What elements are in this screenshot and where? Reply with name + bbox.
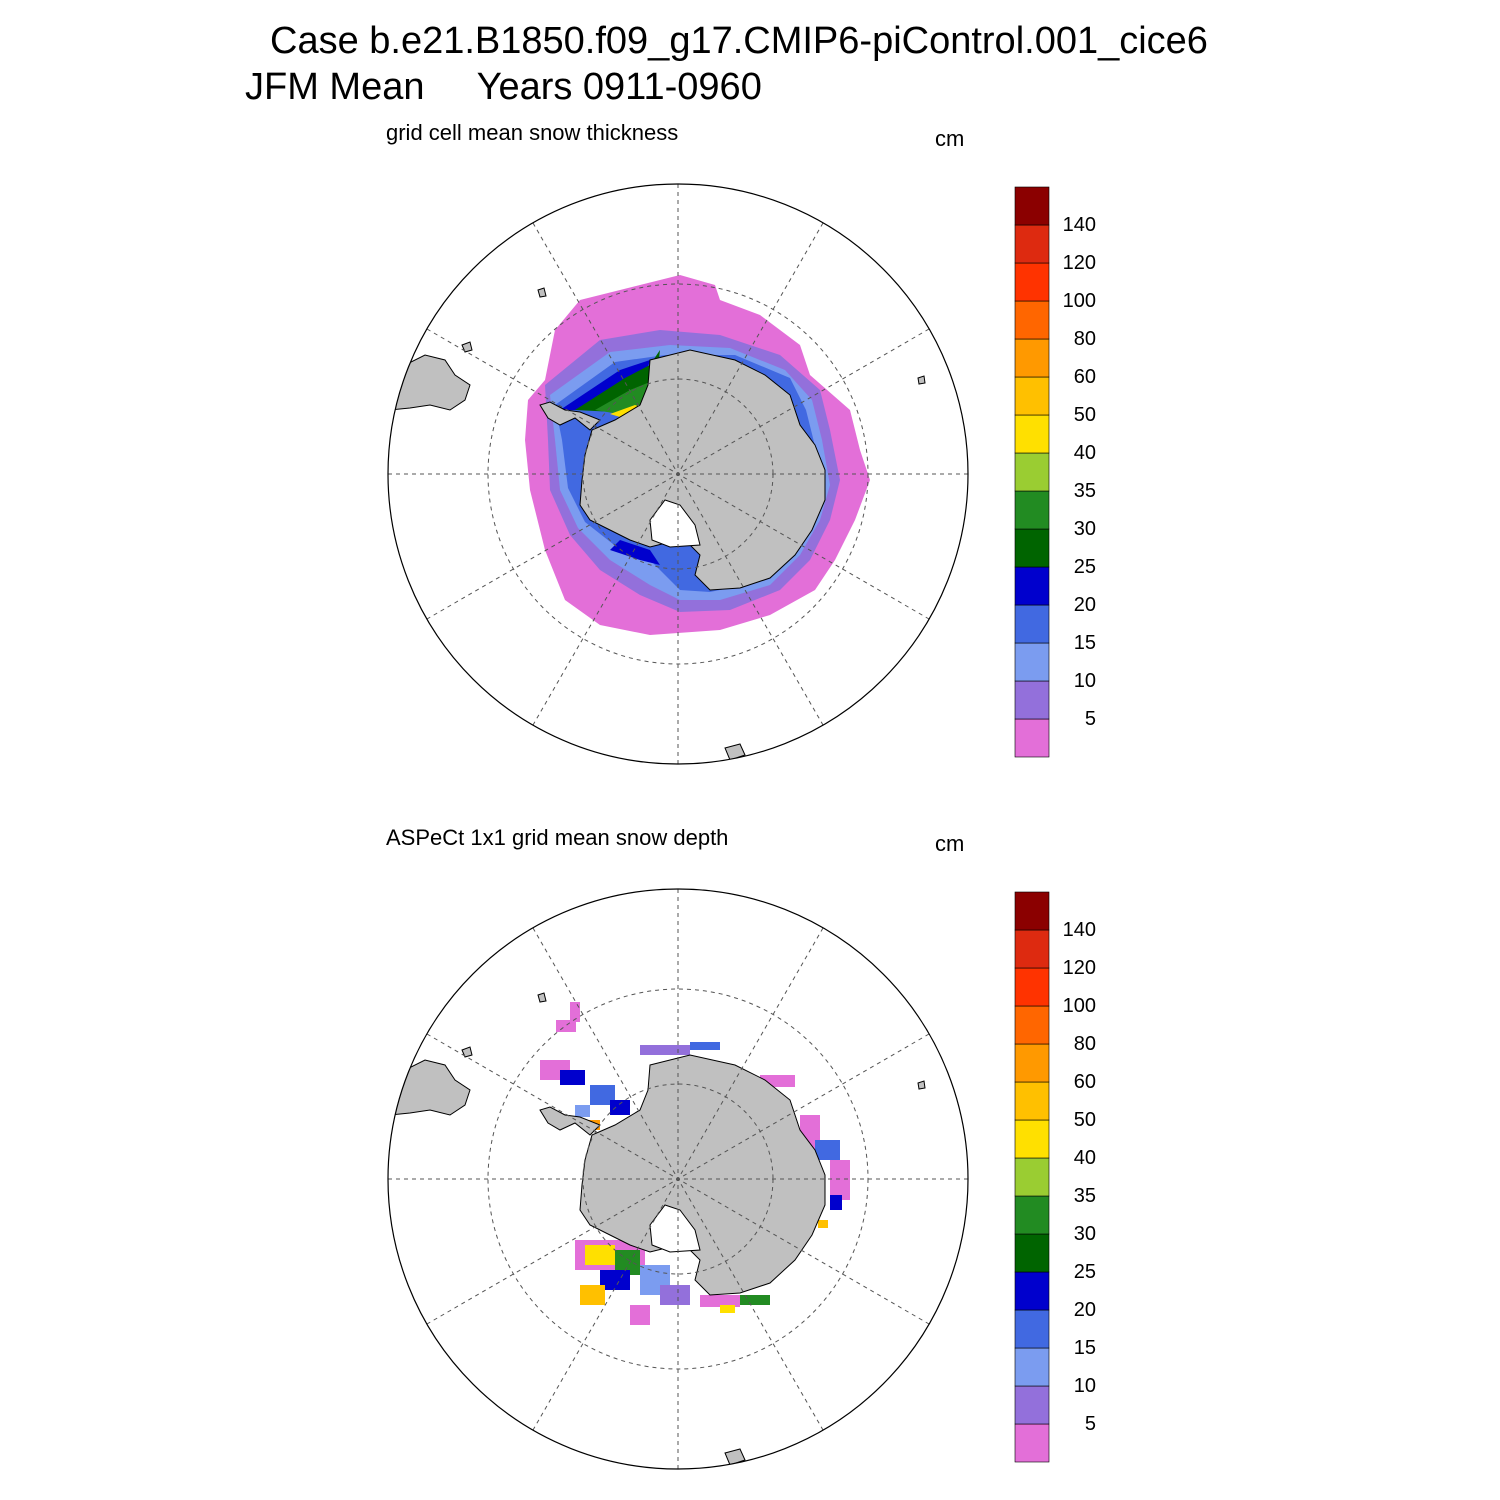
colorbar-swatch — [1014, 1385, 1050, 1425]
top-ross-ice-shelf — [649, 499, 701, 548]
bottom-south-america — [388, 1059, 471, 1116]
colorbar-swatch — [1014, 680, 1050, 720]
colorbar-swatch — [1014, 967, 1050, 1007]
bottom-ross-ice-shelf — [649, 1204, 701, 1253]
figure-title-period: JFM Mean Years 0911-0960 — [245, 66, 762, 108]
colorbar-tick-label: 100 — [1062, 290, 1096, 312]
colorbar-tick-label: 80 — [1073, 1033, 1096, 1055]
colorbar-swatch — [1014, 376, 1050, 416]
colorbar-swatch — [1014, 1081, 1050, 1121]
colorbar-swatch — [1014, 1119, 1050, 1159]
colorbar-swatch — [1014, 490, 1050, 530]
colorbar-swatch — [1014, 1423, 1050, 1463]
bottom-panel-title: ASPeCt 1x1 grid mean snow depth — [386, 825, 729, 850]
colorbar-tick-label: 30 — [1073, 518, 1096, 540]
top-island-3 — [917, 375, 926, 385]
colorbar-swatch — [1014, 718, 1050, 758]
colorbar-tick-label: 50 — [1073, 404, 1096, 426]
top-panel-units: cm — [935, 126, 965, 151]
colorbar-swatch — [1014, 642, 1050, 682]
colorbar-swatch — [1014, 262, 1050, 302]
bottom-colorbar — [1014, 891, 1050, 1463]
colorbar-swatch — [1014, 891, 1050, 931]
colorbar-tick-label: 60 — [1073, 366, 1096, 388]
colorbar-tick-label: 10 — [1073, 670, 1096, 692]
colorbar-swatch — [1014, 1233, 1050, 1273]
colorbar-swatch — [1014, 452, 1050, 492]
top-island-1 — [461, 341, 473, 353]
top-colorbar — [1014, 186, 1050, 758]
colorbar-swatch — [1014, 1271, 1050, 1311]
colorbar-swatch — [1014, 566, 1050, 606]
colorbar-swatch — [1014, 1195, 1050, 1235]
colorbar-tick-label: 40 — [1073, 1147, 1096, 1169]
colorbar-swatch — [1014, 224, 1050, 264]
top-island-2 — [537, 287, 547, 298]
colorbar-tick-label: 35 — [1073, 480, 1096, 502]
bottom-island-4 — [724, 1448, 746, 1466]
colorbar-tick-label: 30 — [1073, 1223, 1096, 1245]
colorbar-swatch — [1014, 929, 1050, 969]
colorbar-tick-label: 120 — [1062, 957, 1096, 979]
top-graticule — [388, 184, 968, 764]
top-panel-title: grid cell mean snow thickness — [386, 120, 679, 145]
bottom-island-3 — [917, 1080, 926, 1090]
figure-title-case: Case b.e21.B1850.f09_g17.CMIP6-piControl… — [270, 20, 1208, 62]
colorbar-swatch — [1014, 1157, 1050, 1197]
colorbar-tick-label: 25 — [1073, 556, 1096, 578]
colorbar-tick-label: 20 — [1073, 594, 1096, 616]
colorbar-tick-label: 25 — [1073, 1261, 1096, 1283]
top-snow-field-west — [610, 540, 660, 565]
colorbar-tick-label: 35 — [1073, 1185, 1096, 1207]
colorbar-swatch — [1014, 414, 1050, 454]
colorbar-swatch — [1014, 528, 1050, 568]
colorbar-swatch — [1014, 1043, 1050, 1083]
top-peninsula — [539, 401, 601, 431]
colorbar-tick-label: 5 — [1084, 708, 1096, 730]
bottom-map-boundary — [387, 888, 969, 1470]
top-map-boundary — [387, 183, 969, 765]
bottom-polar-map — [388, 992, 926, 1466]
bottom-panel-units: cm — [935, 831, 965, 856]
colorbar-tick-label: 80 — [1073, 328, 1096, 350]
colorbar-tick-label: 15 — [1073, 1337, 1096, 1359]
colorbar-tick-label: 15 — [1073, 632, 1096, 654]
top-island-4 — [724, 743, 746, 761]
colorbar-swatch — [1014, 1347, 1050, 1387]
colorbar-tick-label: 140 — [1062, 919, 1096, 941]
colorbar-swatch — [1014, 338, 1050, 378]
colorbar-tick-label: 40 — [1073, 442, 1096, 464]
colorbar-tick-label: 100 — [1062, 995, 1096, 1017]
bottom-peninsula — [539, 1106, 601, 1136]
bottom-island-1 — [461, 1046, 473, 1058]
bottom-graticule — [388, 889, 968, 1469]
top-south-america — [388, 354, 471, 411]
colorbar-swatch — [1014, 1309, 1050, 1349]
colorbar-tick-label: 5 — [1084, 1413, 1096, 1435]
colorbar-swatch — [1014, 604, 1050, 644]
colorbar-swatch — [1014, 186, 1050, 226]
colorbar-tick-label: 20 — [1073, 1299, 1096, 1321]
top-polar-map — [388, 275, 926, 761]
bottom-island-2 — [537, 992, 547, 1003]
colorbar-tick-label: 50 — [1073, 1109, 1096, 1131]
colorbar-swatch — [1014, 300, 1050, 340]
colorbar-swatch — [1014, 1005, 1050, 1045]
colorbar-tick-label: 60 — [1073, 1071, 1096, 1093]
colorbar-tick-label: 120 — [1062, 252, 1096, 274]
colorbar-tick-label: 140 — [1062, 214, 1096, 236]
colorbar-tick-label: 10 — [1073, 1375, 1096, 1397]
